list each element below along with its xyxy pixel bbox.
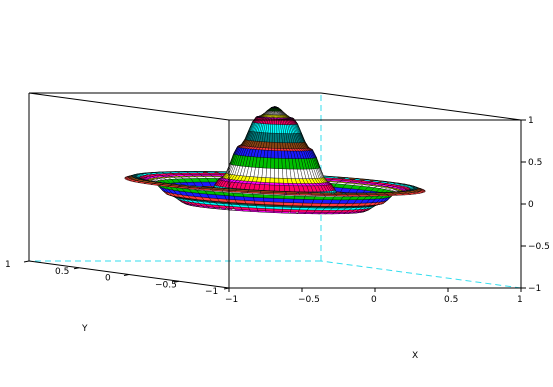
surface-facet (323, 194, 338, 197)
surface-facet (270, 157, 275, 169)
surface-facet (279, 185, 285, 192)
y-tick-label: 1 (5, 260, 11, 270)
surface-facet (283, 198, 295, 203)
surface-facet (301, 202, 313, 207)
y-tick-label: 0.5 (55, 267, 69, 277)
surface-facet (271, 142, 275, 149)
axis-ticks: −1 −1 −1 −0.5 −0.5 −0.5 0 0 0 0.5 0.5 0.5 1 1 1 (5, 116, 550, 305)
surface-facet (271, 132, 275, 143)
surface-facet (298, 209, 308, 213)
surface-facet (278, 177, 284, 184)
surface-facet (270, 150, 275, 159)
surface-facet (269, 177, 275, 183)
surface-facet (313, 196, 325, 200)
surface-facet (290, 207, 301, 210)
surface-facet (293, 195, 306, 200)
y-tick-label: 0 (105, 274, 111, 284)
surface-facet (253, 197, 265, 202)
surface-facet (292, 202, 304, 206)
surface-facet (312, 199, 324, 204)
x-tick-label: −1 (225, 295, 238, 305)
surface-facet (274, 168, 279, 179)
surface-facet (263, 197, 274, 203)
surface-facet (258, 184, 265, 191)
surface-facet (274, 177, 280, 184)
box-edge (28, 92, 230, 121)
surface-facet (267, 150, 272, 159)
z-tick-label: −0.5 (528, 242, 550, 252)
surface-facet (270, 168, 275, 179)
surface-facet (272, 117, 275, 120)
surface-facet (311, 194, 326, 196)
surface-facet (269, 132, 273, 143)
surface-facet (265, 177, 271, 183)
surface-facet (303, 196, 316, 200)
surface-mesh (124, 106, 426, 215)
x-tick-label: 0.5 (444, 295, 458, 305)
surface-facet (283, 202, 294, 206)
surface-facet (272, 124, 275, 134)
surface-facet (283, 195, 295, 200)
axes-box-back (28, 92, 522, 289)
z-tick-label: 0 (528, 200, 534, 210)
y-tick-label: −0.5 (155, 280, 177, 290)
surface-facet (278, 182, 285, 186)
surface-facet (271, 148, 275, 151)
x-axis-label: X (412, 351, 418, 361)
y-tick-label: −1 (205, 287, 218, 297)
surface-facet (263, 184, 270, 191)
surface-facet (307, 150, 313, 159)
surface-facet (302, 199, 314, 204)
x-tick-label: −0.5 (298, 295, 320, 305)
y-tick (123, 274, 130, 276)
surface-facet (268, 184, 275, 192)
surface-facet (274, 148, 279, 151)
surface-facet (273, 198, 285, 203)
box-edge (320, 92, 522, 121)
surface-facet (274, 157, 279, 169)
y-tick (23, 260, 30, 263)
surface-facet (260, 177, 267, 183)
y-axis-label: Y (81, 324, 88, 334)
surface-facet (265, 167, 271, 178)
z-tick-label: 0.5 (528, 158, 542, 168)
surface-facet (274, 150, 279, 159)
y-tick (73, 267, 80, 270)
surface-facet (264, 182, 271, 186)
x-tick-label: 0 (371, 295, 377, 305)
surface-facet (269, 182, 275, 186)
y-tick (223, 287, 230, 290)
surface-facet (267, 147, 272, 151)
surface-facet (266, 157, 272, 169)
surface-facet (298, 193, 313, 196)
z-tick-label: 1 (528, 116, 534, 126)
surface-facet (310, 203, 322, 207)
surface-facet (274, 184, 280, 192)
surface-facet (293, 198, 305, 204)
surface-facet (274, 182, 280, 186)
z-tick-label: −1 (528, 284, 541, 294)
surface-facet (299, 207, 309, 211)
y-tick (173, 280, 180, 283)
x-tick-label: 1 (517, 295, 523, 305)
surface-facet (401, 193, 411, 196)
box-edge (320, 260, 522, 289)
